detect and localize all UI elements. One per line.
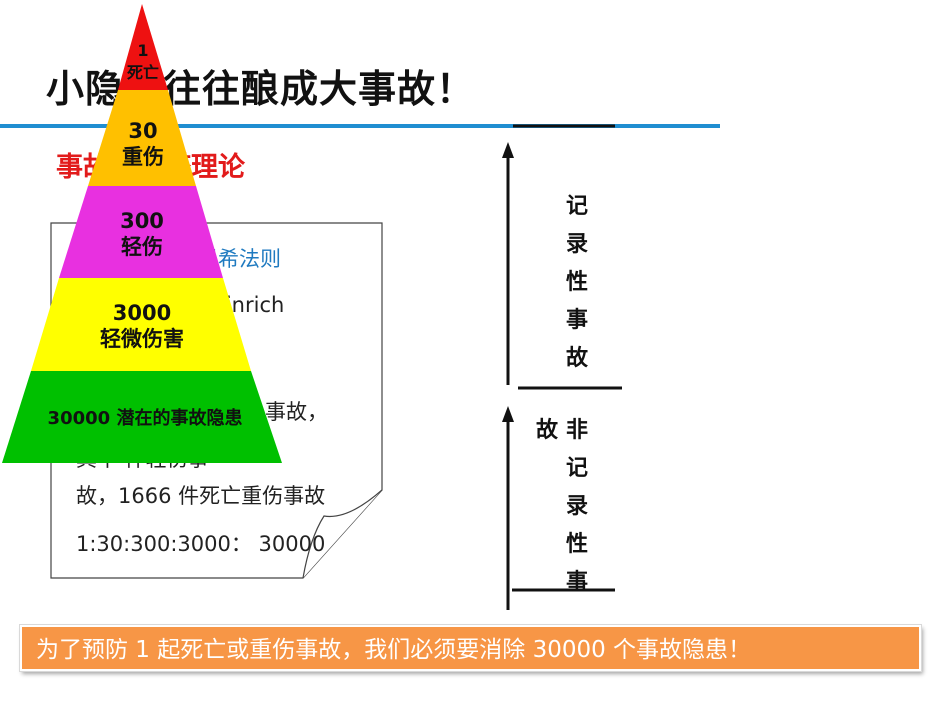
nonrecordable-char-1: 非: [565, 418, 588, 443]
pyramid-text-2: 重伤: [122, 145, 164, 170]
pyramid-level-4: [31, 278, 251, 371]
pyramid-text-3: 轻伤: [121, 235, 163, 260]
pyramid-level-2: [88, 90, 196, 186]
pyramid-value-3: 300: [120, 209, 164, 233]
pyramid-level-3: [59, 186, 223, 278]
recordable-char-4: 事: [565, 308, 588, 333]
pyramid-value-4: 3000: [112, 301, 172, 325]
nonrecordable-char-2: 记: [565, 456, 588, 481]
note-line-5: 故，1666 件死亡重伤事故: [76, 484, 326, 508]
pyramid-value-1: 1: [137, 41, 149, 60]
conclusion-banner: 为了预防 1 起死亡或重伤事故，我们必须要消除 30000 个事故隐患！: [20, 625, 921, 671]
pyramid-text-4: 轻微伤害: [100, 327, 184, 352]
pyramid-value-5: 30000: [47, 408, 111, 429]
lower-arrowhead-icon: [502, 406, 514, 422]
pyramid-text-5: 潜在的事故隐患: [116, 408, 243, 429]
pyramid-level-1: [118, 4, 168, 90]
pyramid-label-5: 30000 潜在的事故隐患: [20, 408, 270, 431]
pyramid-level-5: [2, 371, 282, 463]
accident-pyramid: [2, 4, 282, 463]
recordable-char-1: 记: [565, 194, 588, 219]
nonrecordable-char-3: 录: [565, 494, 588, 519]
recordable-char-3: 性: [565, 270, 588, 295]
title-divider: [0, 124, 720, 128]
nonrecordable-char-4: 性: [565, 532, 588, 557]
pyramid-label-3: 300 轻伤: [92, 208, 192, 261]
recordable-diagram: [502, 124, 622, 610]
nonrecordable-label: 非 记 录 性 事: [563, 412, 591, 602]
pyramid-label-2: 30 重伤: [100, 118, 186, 171]
pyramid-value-2: 30: [128, 119, 158, 143]
pyramid-label-4: 3000 轻微伤害: [72, 300, 212, 353]
note-line-3: 事故，: [265, 400, 328, 424]
recordable-char-5: 故: [565, 346, 588, 371]
recordable-label: 记 录 性 事 故: [563, 188, 591, 378]
upper-arrowhead-icon: [502, 142, 514, 158]
pyramid-text-1: 死亡: [126, 63, 159, 82]
note-line-6: 1:30:300:3000： 30000: [76, 532, 326, 556]
recordable-char-2: 录: [565, 232, 588, 257]
nonrecordable-char-5: 事: [565, 570, 588, 595]
pyramid-label-1: 1 死亡: [118, 40, 168, 84]
nonrecordable-left-char: 故: [535, 418, 558, 443]
